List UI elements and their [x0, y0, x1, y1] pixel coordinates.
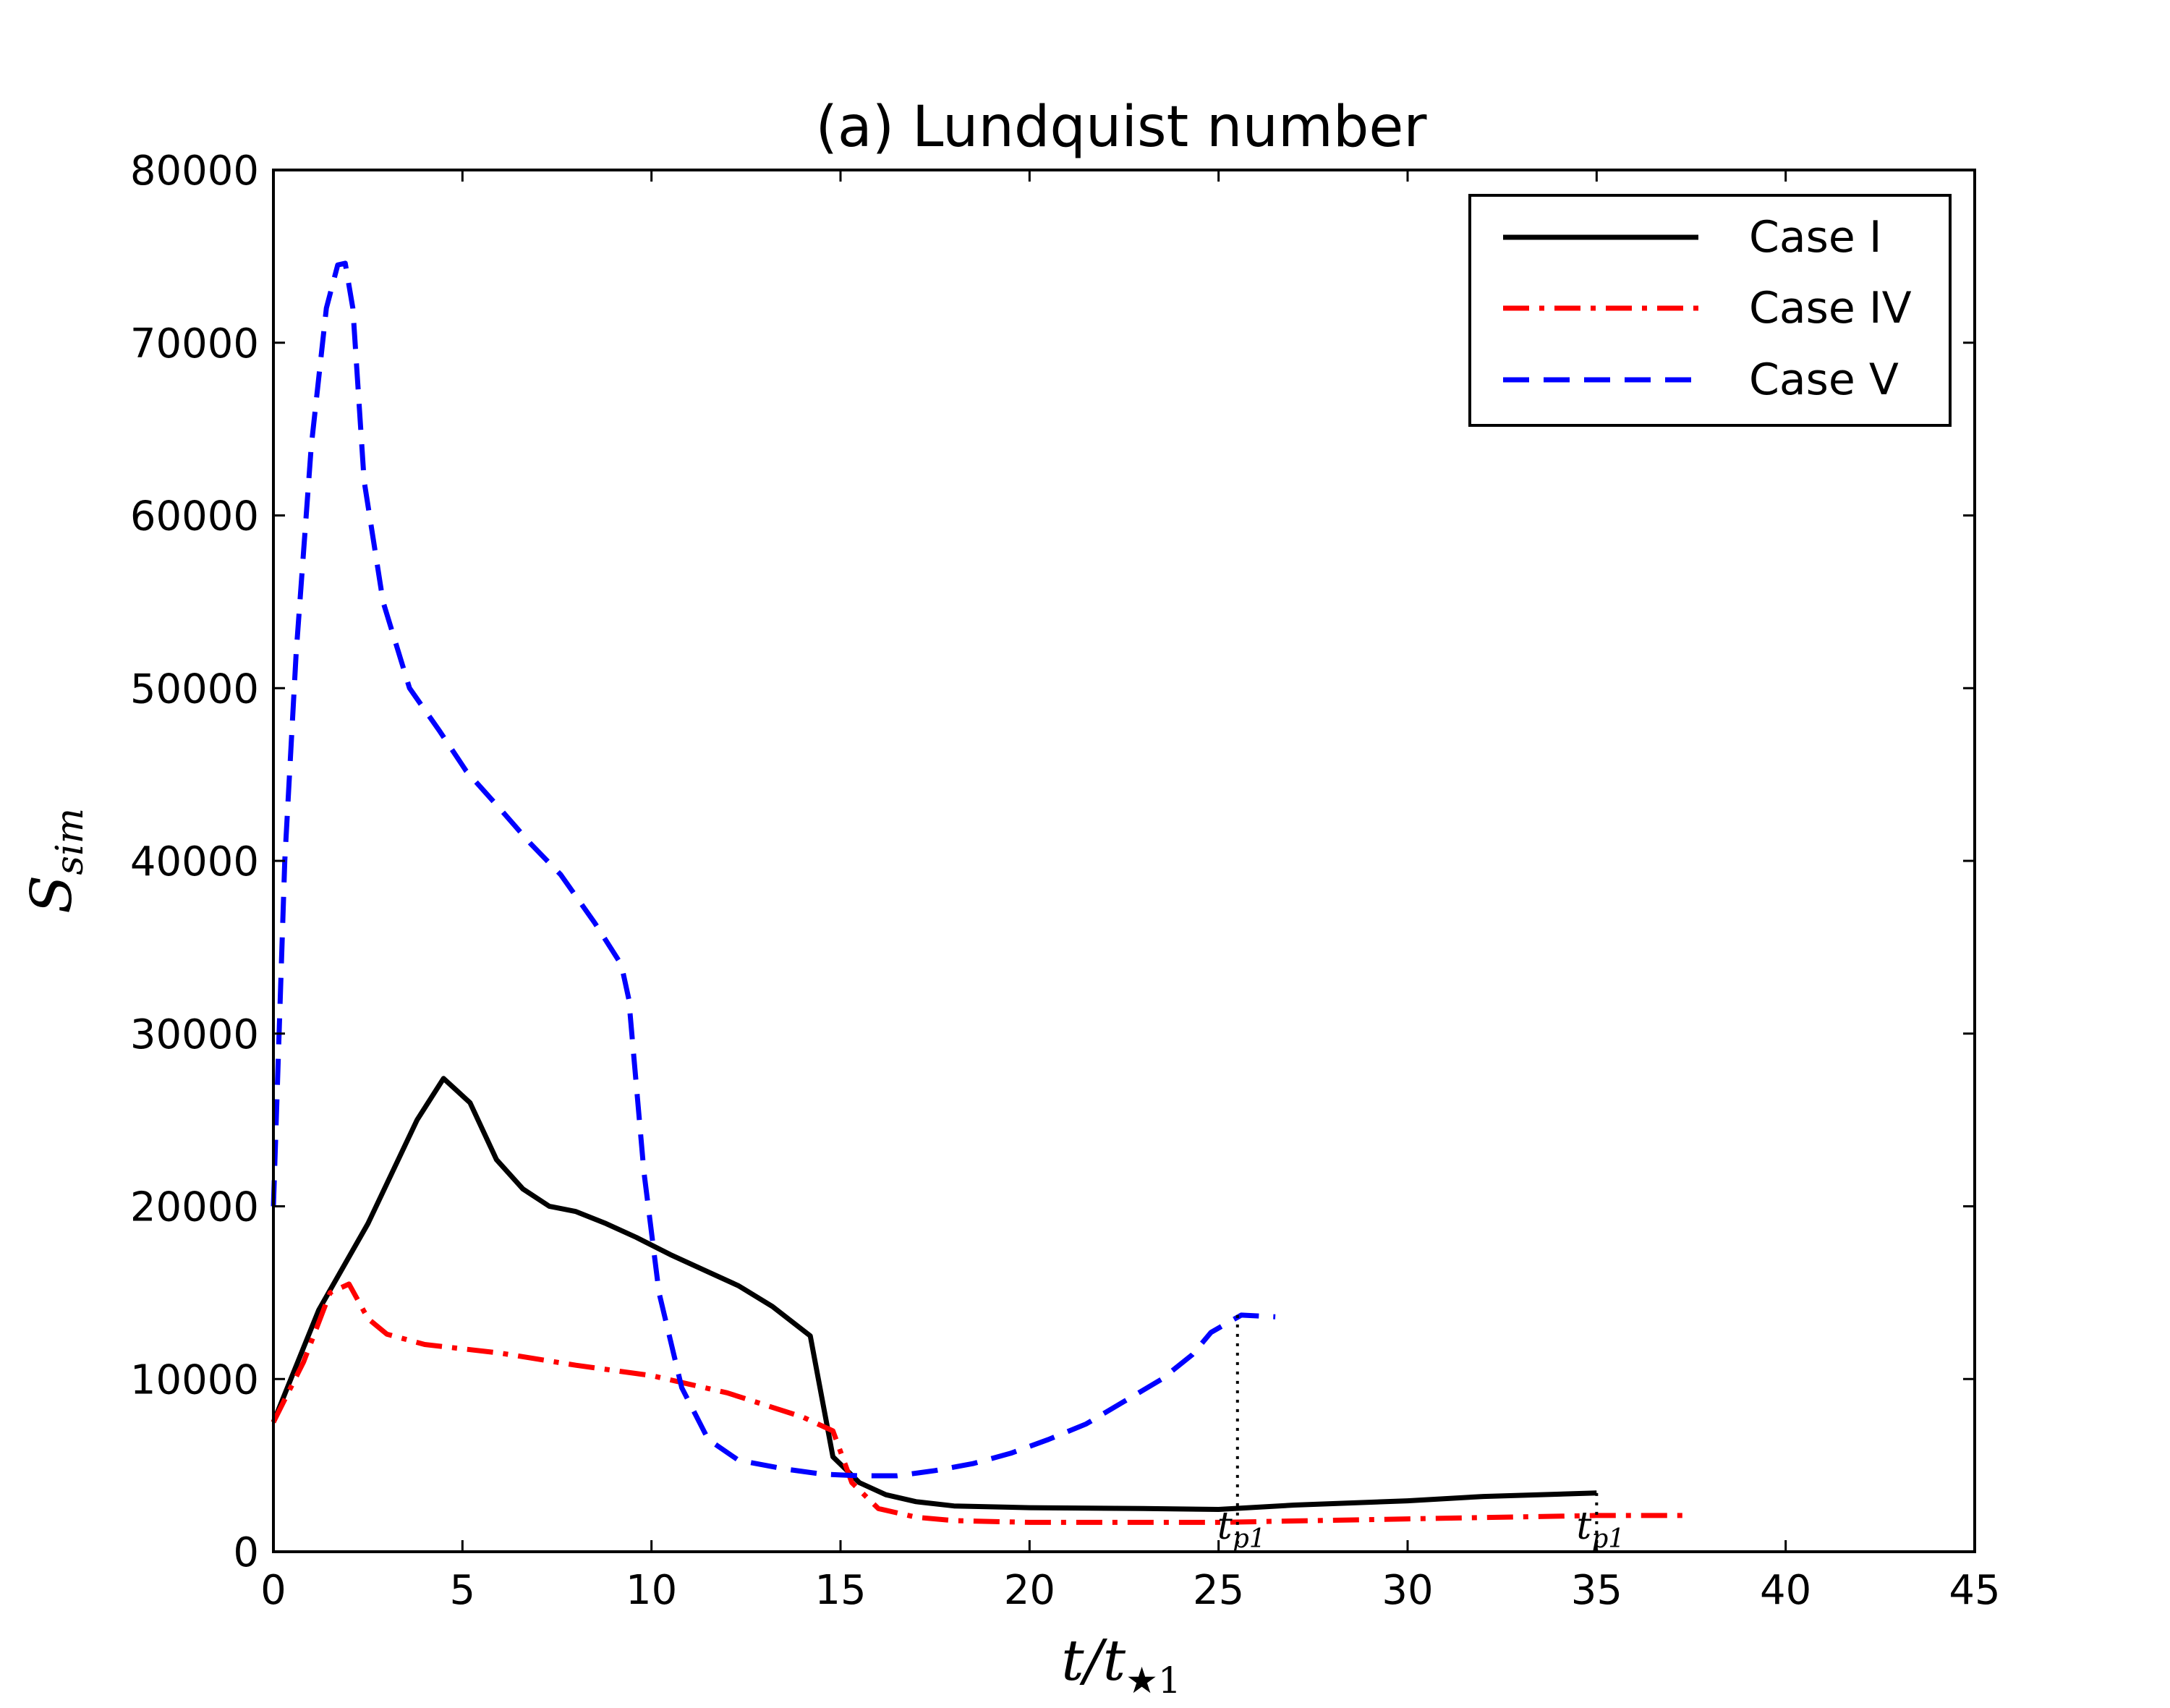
- ticks-layer: 0 5 10 15 20 25 30 35 40 45 0 10000 20000 30000 40000 5…: [130, 148, 2001, 1614]
- chart-title: (a) Lundquist number: [816, 95, 1428, 160]
- legend-label-case-i: Case I: [1749, 212, 1882, 263]
- x-tick-label: 0: [260, 1567, 286, 1614]
- marker-label: tp1: [1217, 1505, 1266, 1554]
- y-axis-label: Ssim: [20, 808, 92, 914]
- y-tick-label: 80000: [130, 148, 259, 195]
- x-tick-label: 15: [814, 1567, 866, 1614]
- legend: Case I Case IV Case V: [1468, 194, 1952, 427]
- x-tick-label: 25: [1193, 1567, 1244, 1614]
- x-tick-label: 35: [1571, 1567, 1622, 1614]
- y-tick-label: 30000: [130, 1011, 259, 1058]
- y-tick-label: 60000: [130, 493, 259, 540]
- x-axis-label: t/t★1: [1061, 1628, 1181, 1701]
- x-tick-label: 5: [450, 1567, 476, 1614]
- x-tick-label: 10: [626, 1567, 677, 1614]
- series-line-case-i: [271, 1076, 1597, 1512]
- x-tick-label: 30: [1382, 1567, 1433, 1614]
- annotation-layer: tp1 tp1: [1217, 1314, 1625, 1554]
- y-tick-label: 20000: [130, 1184, 259, 1231]
- legend-label-case-v: Case V: [1749, 354, 1899, 405]
- y-tick-label: 0: [233, 1529, 259, 1576]
- series-line-case-iv: [271, 1281, 1691, 1525]
- y-tick-label: 50000: [130, 666, 259, 713]
- y-tick-label: 10000: [130, 1356, 259, 1403]
- series-line-case-v: [271, 260, 1276, 1479]
- legend-box: [1468, 194, 1952, 427]
- legend-label-case-iv: Case IV: [1749, 283, 1912, 333]
- y-tick-label: 70000: [130, 320, 259, 367]
- series-layer: [271, 260, 1691, 1525]
- x-tick-label: 40: [1760, 1567, 1811, 1614]
- y-tick-label: 40000: [130, 838, 259, 885]
- x-tick-label: 45: [1949, 1567, 2000, 1614]
- x-tick-label: 20: [1004, 1567, 1055, 1614]
